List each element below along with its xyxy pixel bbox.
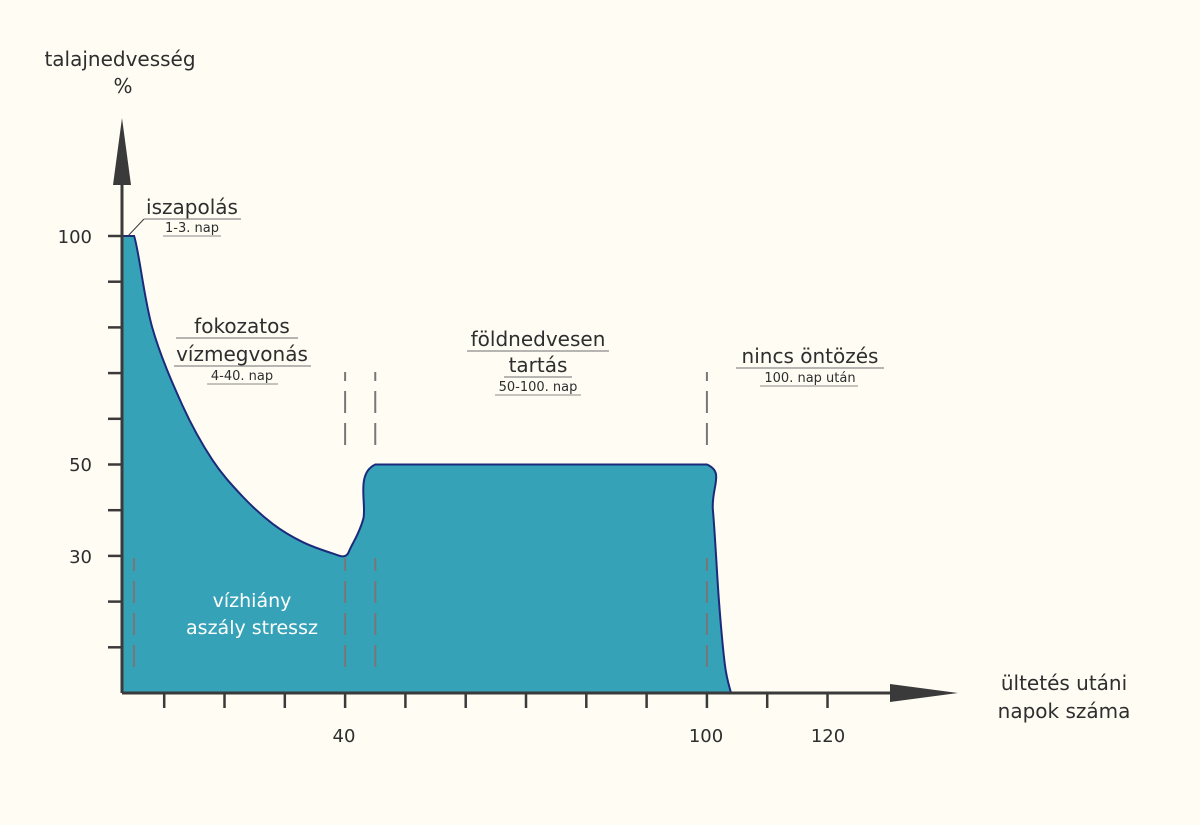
annotation-vizmegvonas-title-line1: fokozatos bbox=[194, 314, 290, 338]
y-axis-arrowhead bbox=[113, 118, 131, 185]
annotation-iszapolas-leader bbox=[126, 218, 145, 238]
x-tick-label-120: 120 bbox=[811, 726, 845, 747]
annotation-foldnedvesen-title-line1: földnedvesen bbox=[471, 327, 606, 351]
x-axis-label-line1: ültetés utáni bbox=[1001, 671, 1127, 695]
annotation-nincs-ontozes-subtitle: 100. nap után bbox=[764, 371, 855, 386]
y-axis-label-line1: talajnedvesség bbox=[44, 47, 195, 71]
x-axis-label-line2: napok száma bbox=[998, 699, 1131, 723]
x-tick-label-40: 40 bbox=[333, 726, 356, 747]
plot-layer bbox=[108, 118, 958, 708]
annotation-iszapolas-title: iszapolás bbox=[146, 195, 238, 219]
annotation-vizmegvonas-subtitle: 4-40. nap bbox=[211, 369, 273, 384]
y-axis-label-line2: % bbox=[113, 74, 132, 98]
annotation-nincs-ontozes-title: nincs öntözés bbox=[742, 344, 879, 368]
area-label-line2: aszály stressz bbox=[186, 617, 318, 639]
annotation-vizmegvonas-title-line2: vízmegvonás bbox=[176, 342, 308, 366]
x-axis-arrowhead bbox=[890, 684, 958, 702]
y-tick-label-30: 30 bbox=[69, 547, 92, 568]
annotation-foldnedvesen-title-line2: tartás bbox=[509, 353, 568, 377]
moisture-line bbox=[122, 235, 732, 694]
area-label-line1: vízhiány bbox=[213, 590, 292, 612]
y-tick-label-50: 50 bbox=[69, 455, 92, 476]
annotation-foldnedvesen-subtitle: 50-100. nap bbox=[499, 380, 578, 395]
annotation-iszapolas-subtitle: 1-3. nap bbox=[165, 221, 219, 236]
y-tick-label-100: 100 bbox=[58, 227, 92, 248]
x-tick-label-100: 100 bbox=[689, 726, 723, 747]
